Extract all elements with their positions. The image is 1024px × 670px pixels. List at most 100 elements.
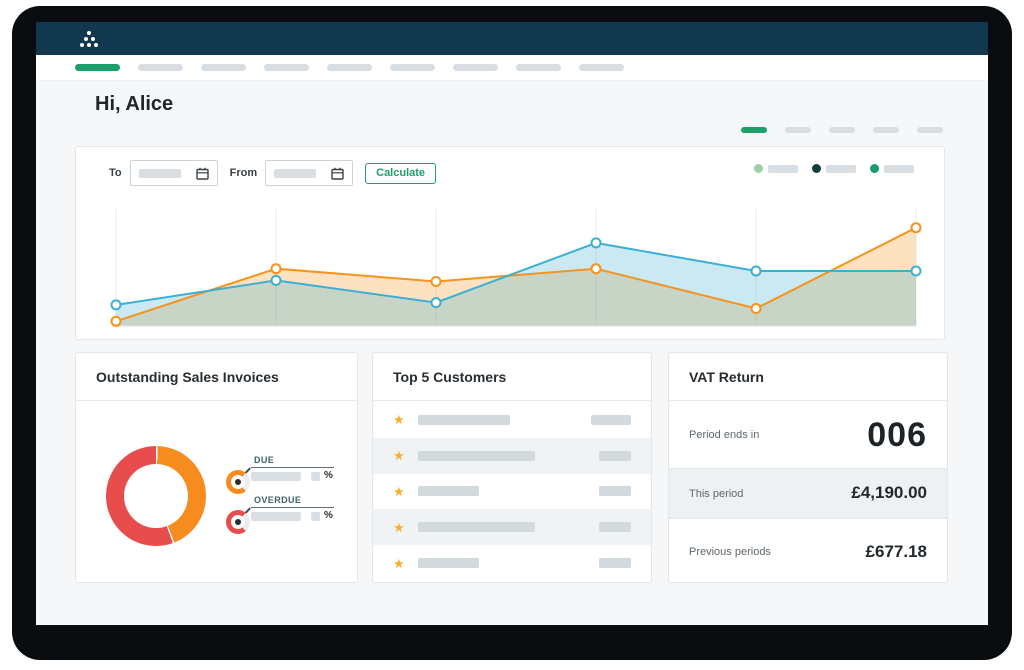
orange-series-point [110,315,122,327]
vat-row-value: 006 [867,416,927,454]
star-icon: ★ [393,483,405,499]
period-tab-3[interactable] [829,127,855,133]
customer-amount-placeholder [599,558,631,569]
customer-name-placeholder [418,450,535,461]
customer-row-3[interactable]: ★ [373,474,651,510]
from-label: From [229,167,258,179]
nav-item-9[interactable] [579,64,624,71]
to-date-placeholder [138,168,181,178]
customer-amount-placeholder [591,414,631,425]
vat-this-period-row[interactable]: This period £4,190.00 [669,468,947,519]
card-title: Top 5 Customers [373,353,651,401]
orange-series-point [910,222,922,234]
customer-name-placeholder [418,522,535,533]
orange-series-point [270,263,282,275]
overdue-value-placeholder [251,512,301,521]
vat-row-label: Previous periods [689,546,771,558]
overdue-legend-group: OVERDUE % [226,494,334,534]
calculate-button[interactable]: Calculate [365,162,437,184]
vat-row-label: This period [689,487,744,500]
due-value-placeholder [251,472,301,481]
orange-series-point [430,276,442,287]
star-icon: ★ [393,555,405,571]
nav-item-7[interactable] [453,64,498,71]
blue-series-point [270,274,282,286]
chart-legend [754,164,914,173]
vat-row-value: £4,190.00 [851,483,927,502]
cashflow-chart-card: To From [75,146,945,340]
customer-name-placeholder [418,558,479,569]
from-date-placeholder [274,168,317,178]
due-legend-group: DUE % [226,454,334,494]
period-tab-1[interactable] [741,127,767,133]
nav-item-4[interactable] [264,64,309,71]
to-date-input[interactable] [129,160,218,186]
vat-return-card: VAT Return Period ends in 006 This perio… [668,352,948,583]
customer-amount-placeholder [599,486,631,497]
vat-period-ends-row[interactable]: Period ends in 006 [669,402,947,468]
app-logo-icon[interactable] [80,30,98,47]
pointer-dot [235,479,241,485]
nav-item-8[interactable] [516,64,561,71]
overdue-pointer-line [251,507,334,508]
due-number-placeholder [311,472,320,481]
period-tab-4[interactable] [873,127,899,133]
legend-light-green-dot [754,164,763,173]
customer-row-5[interactable]: ★ [373,545,651,581]
legend-label-placeholder [826,164,856,173]
top-navigation-bar [36,22,988,55]
cashflow-chart[interactable] [110,209,922,327]
main-nav [36,55,988,81]
star-icon: ★ [393,519,405,535]
star-icon: ★ [393,448,405,464]
due-label: DUE [254,455,275,465]
top-customers-card: Top 5 Customers ★ ★ ★ ★ ★ [372,352,652,583]
nav-item-6[interactable] [390,64,435,71]
due-percent-sign: % [324,470,333,481]
to-label: To [109,167,122,179]
legend-label-placeholder [884,164,914,173]
customer-amount-placeholder [599,522,631,533]
customer-row-4[interactable]: ★ [373,509,651,546]
orange-series-point [590,263,602,275]
nav-item-3[interactable] [201,64,246,71]
customer-name-placeholder [418,414,510,425]
overdue-mini-donut-icon [226,510,250,534]
nav-item-1[interactable] [75,64,120,71]
blue-series-point [750,265,762,277]
page-title: Hi, Alice [95,93,174,115]
card-title: Outstanding Sales Invoices [76,353,357,401]
period-tab-2[interactable] [785,127,811,133]
vat-row-label: Period ends in [689,429,760,441]
nav-item-5[interactable] [327,64,372,71]
overdue-label: OVERDUE [254,495,302,505]
customer-row-1[interactable]: ★ [373,402,651,438]
star-icon: ★ [393,412,405,428]
date-range-controls: To From [109,160,437,186]
outstanding-invoices-card: Outstanding Sales Invoices DUE % OVERDUE [75,352,358,583]
from-date-input[interactable] [265,160,354,186]
period-tab-5[interactable] [917,127,943,133]
dashboard-content: Hi, Alice To From [36,81,988,624]
chart-period-tabs [741,127,943,133]
vat-previous-periods-row[interactable]: Previous periods £677.18 [669,520,947,584]
invoices-donut-chart [106,446,206,546]
vat-row-value: £677.18 [865,541,927,561]
nav-item-2[interactable] [138,64,183,71]
calendar-icon[interactable] [195,167,209,180]
legend-dark-teal [812,164,856,173]
legend-label-placeholder [768,164,798,173]
orange-series-point [750,303,762,314]
card-title: VAT Return [669,353,947,401]
calendar-icon[interactable] [331,167,344,180]
overdue-number-placeholder [311,512,320,521]
overdue-percent-sign: % [324,510,333,521]
blue-series-point [590,237,602,249]
blue-series-point [430,297,442,309]
blue-series-point [110,299,122,311]
app-window: Hi, Alice To From [36,22,988,625]
legend-green-dot [870,164,879,173]
customer-row-2[interactable]: ★ [373,437,651,474]
legend-light-green [754,164,798,173]
legend-dark-teal-dot [812,164,821,173]
